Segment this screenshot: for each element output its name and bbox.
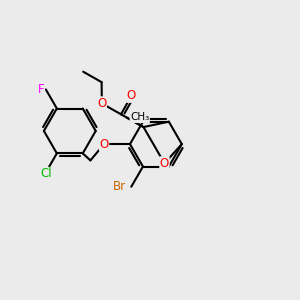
Text: O: O [99,138,109,151]
Text: Cl: Cl [40,167,52,180]
Text: Br: Br [113,180,126,193]
Text: O: O [160,157,169,170]
Text: F: F [38,83,44,96]
Text: CH₃: CH₃ [130,112,149,122]
Text: O: O [97,97,106,110]
Text: O: O [127,89,136,102]
